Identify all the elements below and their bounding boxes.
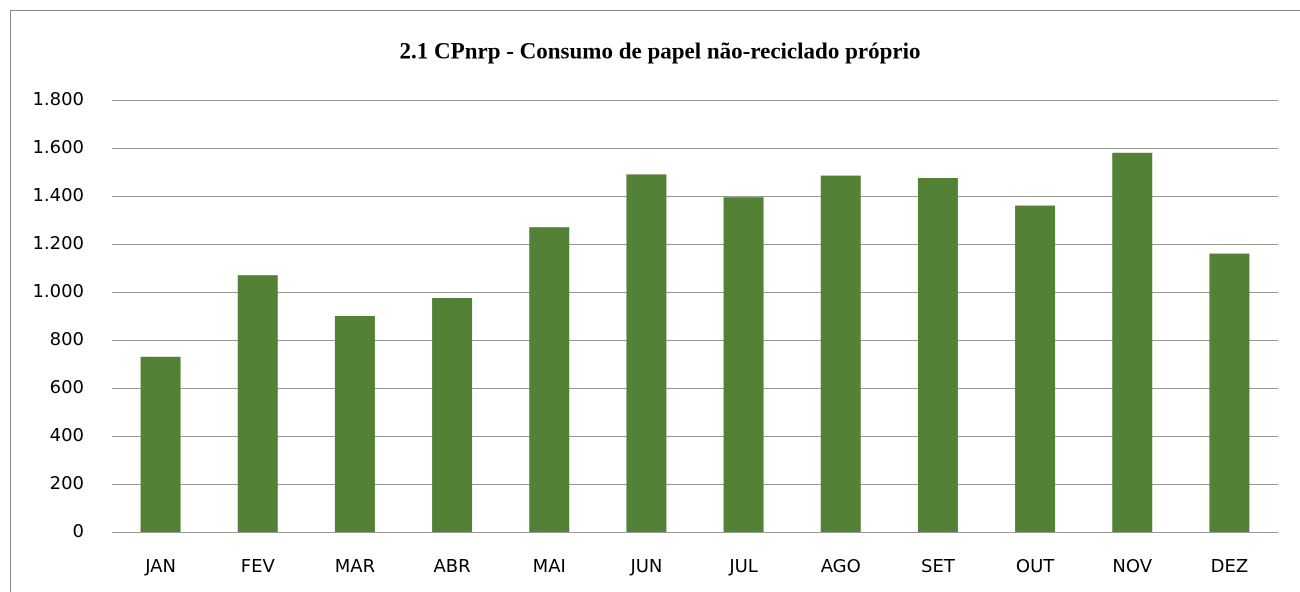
x-tick-label: OUT — [1016, 556, 1055, 577]
y-tick-label: 1.600 — [32, 137, 84, 158]
y-tick-label: 1.800 — [32, 89, 84, 110]
x-tick-label: FEV — [241, 556, 276, 577]
bar — [334, 316, 375, 532]
y-tick-label: 0 — [73, 521, 84, 542]
chart-title: 2.1 CPnrp - Consumo de papel não-recicla… — [400, 38, 921, 63]
x-tick-label: ABR — [433, 556, 470, 577]
y-tick-label: 1.400 — [32, 185, 84, 206]
x-tick-label: JAN — [144, 556, 176, 577]
y-tick-label: 200 — [50, 473, 84, 494]
x-tick-label: JUN — [629, 556, 662, 577]
x-tick-label: JUL — [728, 556, 758, 577]
y-tick-label: 800 — [50, 329, 84, 350]
bar — [820, 175, 861, 532]
chart-frame — [10, 10, 1300, 592]
bar — [237, 275, 278, 532]
y-tick-label: 600 — [50, 377, 84, 398]
x-tick-label: MAR — [335, 556, 375, 577]
bar — [529, 227, 570, 532]
x-tick-label: SET — [921, 556, 956, 577]
bar — [140, 356, 181, 532]
bar — [1209, 253, 1250, 532]
x-tick-label: MAI — [533, 556, 566, 577]
bar — [626, 174, 667, 532]
bar — [1015, 205, 1056, 532]
x-tick-label: AGO — [821, 556, 861, 577]
x-tick-label: DEZ — [1211, 556, 1249, 577]
bar — [917, 178, 958, 532]
bar — [432, 298, 473, 532]
x-tick-label: NOV — [1112, 556, 1152, 577]
y-tick-label: 1.200 — [32, 233, 84, 254]
bar — [1112, 152, 1153, 533]
bar — [723, 197, 764, 532]
y-tick-label: 400 — [50, 425, 84, 446]
y-tick-label: 1.000 — [32, 281, 84, 302]
